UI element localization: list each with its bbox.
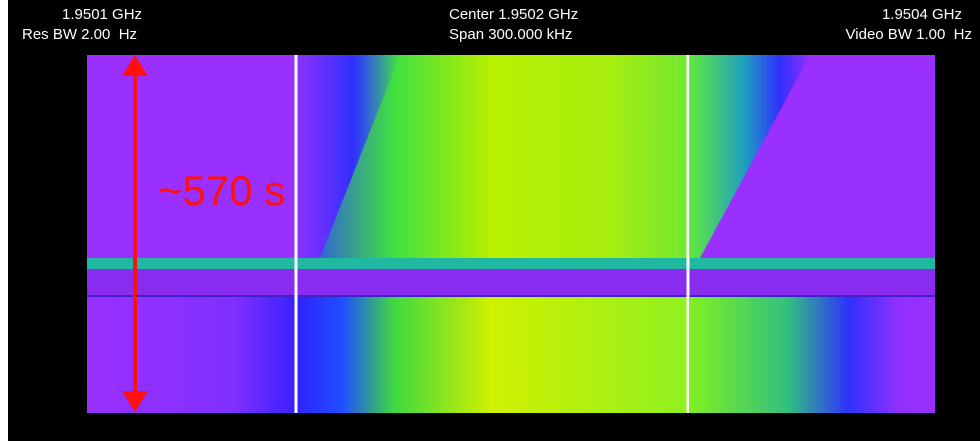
band (87, 269, 935, 296)
band-line (87, 258, 935, 269)
video-bw: Video BW 1.00 Hz (845, 26, 972, 43)
arrow-head (122, 55, 148, 76)
duration-label: ~570 s (158, 167, 285, 214)
center-frequency: Center 1.9502 GHz (449, 6, 579, 23)
right-top-wedge (690, 55, 810, 258)
arrow-head (122, 391, 148, 412)
res-bw: Res BW 2.00 Hz (22, 26, 138, 43)
mid-bottom-region (296, 296, 688, 413)
mid-top-wedge (296, 55, 400, 258)
left-bottom-region (87, 296, 296, 413)
left-edge (0, 0, 8, 441)
span: Span 300.000 kHz (449, 26, 573, 43)
start-frequency: 1.9501 GHz (62, 6, 143, 23)
stop-frequency: 1.9504 GHz (881, 6, 962, 23)
right-bottom-region (690, 296, 935, 413)
